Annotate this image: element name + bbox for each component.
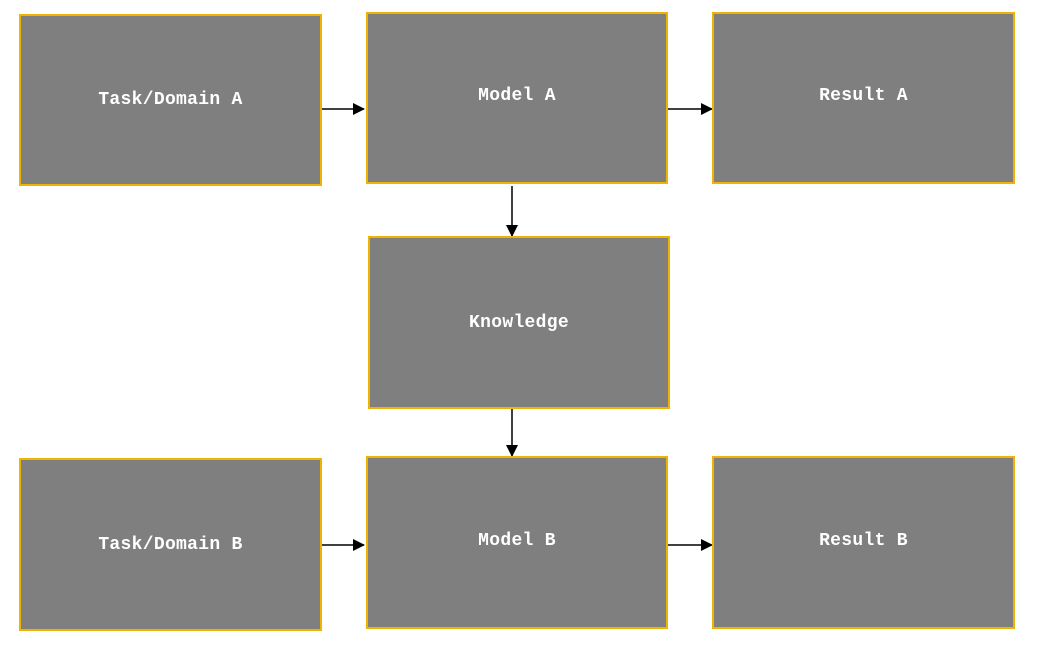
node-model-a-label: Model A xyxy=(478,86,556,106)
node-result-a-label: Result A xyxy=(819,86,908,106)
node-task-domain-b: Task/Domain B xyxy=(19,458,322,631)
node-result-b-label: Result B xyxy=(819,530,908,551)
node-model-b-label: Model B xyxy=(478,530,556,551)
node-task-domain-b-label: Task/Domain B xyxy=(98,534,243,555)
node-result-b: Result B xyxy=(712,456,1015,629)
node-model-b: Model B xyxy=(366,456,668,629)
node-result-a: Result A xyxy=(712,12,1015,184)
node-task-domain-a-label: Task/Domain A xyxy=(98,90,243,110)
node-knowledge-label: Knowledge xyxy=(469,312,569,333)
node-task-domain-a: Task/Domain A xyxy=(19,14,322,186)
node-knowledge: Knowledge xyxy=(368,236,670,409)
node-model-a: Model A xyxy=(366,12,668,184)
